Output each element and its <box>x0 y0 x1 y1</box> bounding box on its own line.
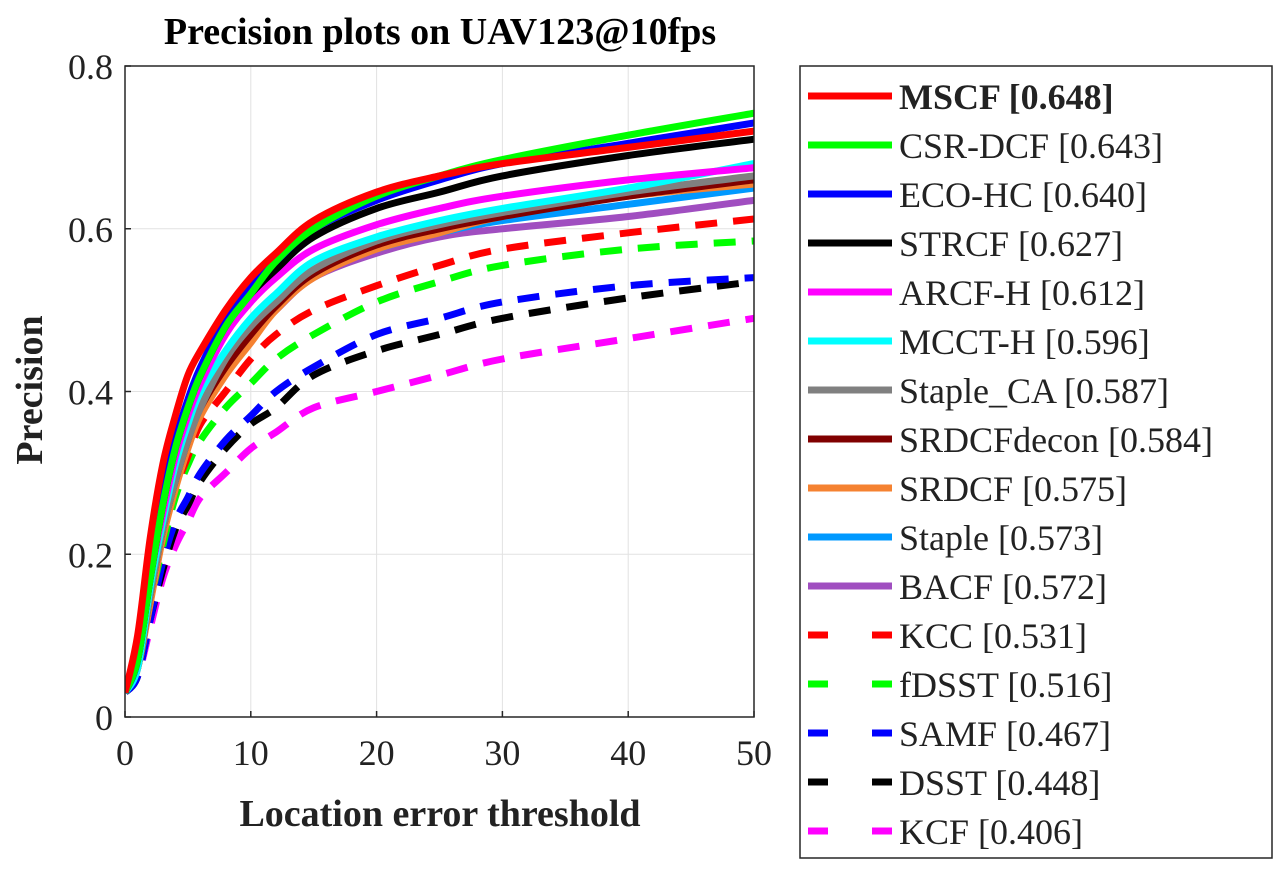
legend: MSCF [0.648] CSR-DCF [0.643] ECO-HC [0.640… <box>799 65 1273 859</box>
legend-entry-label: CSR-DCF [0.643] <box>899 126 1163 166</box>
legend-entry-label: STRCF [0.627] <box>899 224 1123 264</box>
legend-entry-label: DSST [0.448] <box>899 763 1100 803</box>
legend-entry-label: KCC [0.531] <box>899 616 1087 656</box>
x-tick-label: 30 <box>484 733 520 773</box>
legend-entry-label: SAMF [0.467] <box>899 714 1111 754</box>
y-tick-label: 0.8 <box>68 47 113 87</box>
y-axis-label: Precision <box>9 315 51 464</box>
y-tick-label: 0.6 <box>68 210 113 250</box>
y-tick-label: 0.2 <box>68 535 113 575</box>
series-lines <box>125 109 754 696</box>
axis-ticks: 0 10 20 30 40 50 0 0.2 0.4 0.6 0.8 <box>68 47 772 773</box>
legend-box <box>799 65 1273 859</box>
x-axis-label: Location error threshold <box>239 793 640 835</box>
series-line-fdsst <box>125 237 754 695</box>
legend-entry-label: ECO-HC [0.640] <box>899 175 1147 215</box>
legend-entry-label: KCF [0.406] <box>899 812 1083 852</box>
series-line-csr-dcf <box>125 109 754 695</box>
x-tick-label: 50 <box>736 733 772 773</box>
legend-entry-label: Staple_CA [0.587] <box>899 371 1169 411</box>
series-line-staple-ca <box>125 172 754 695</box>
chart-title: Precision plots on UAV123@10fps <box>164 11 716 53</box>
legend-entry-label: ARCF-H [0.612] <box>899 273 1145 313</box>
series-line-mscf <box>125 127 754 694</box>
x-tick-label: 20 <box>359 733 395 773</box>
series-line-mcct-h <box>125 160 754 695</box>
legend-entry-label: fDSST [0.516] <box>899 665 1112 705</box>
legend-entry-label: SRDCF [0.575] <box>899 469 1127 509</box>
series-line-kcf <box>125 314 754 695</box>
grid <box>124 65 755 718</box>
legend-entry-label: MSCF [0.648] <box>899 77 1114 117</box>
x-tick-label: 40 <box>610 733 646 773</box>
y-tick-label: 0.4 <box>68 373 113 413</box>
series-line-srdcf <box>125 180 754 695</box>
legend-entry-label: Staple [0.573] <box>899 518 1103 558</box>
legend-entry-label: MCCT-H [0.596] <box>899 322 1150 362</box>
x-tick-label: 0 <box>116 733 134 773</box>
legend-entry-label: SRDCFdecon [0.584] <box>899 420 1213 460</box>
legend-entry-label: BACF [0.572] <box>899 567 1107 607</box>
y-tick-label: 0 <box>95 698 113 738</box>
series-line-srdcfdecon <box>125 176 754 695</box>
x-tick-label: 10 <box>233 733 269 773</box>
